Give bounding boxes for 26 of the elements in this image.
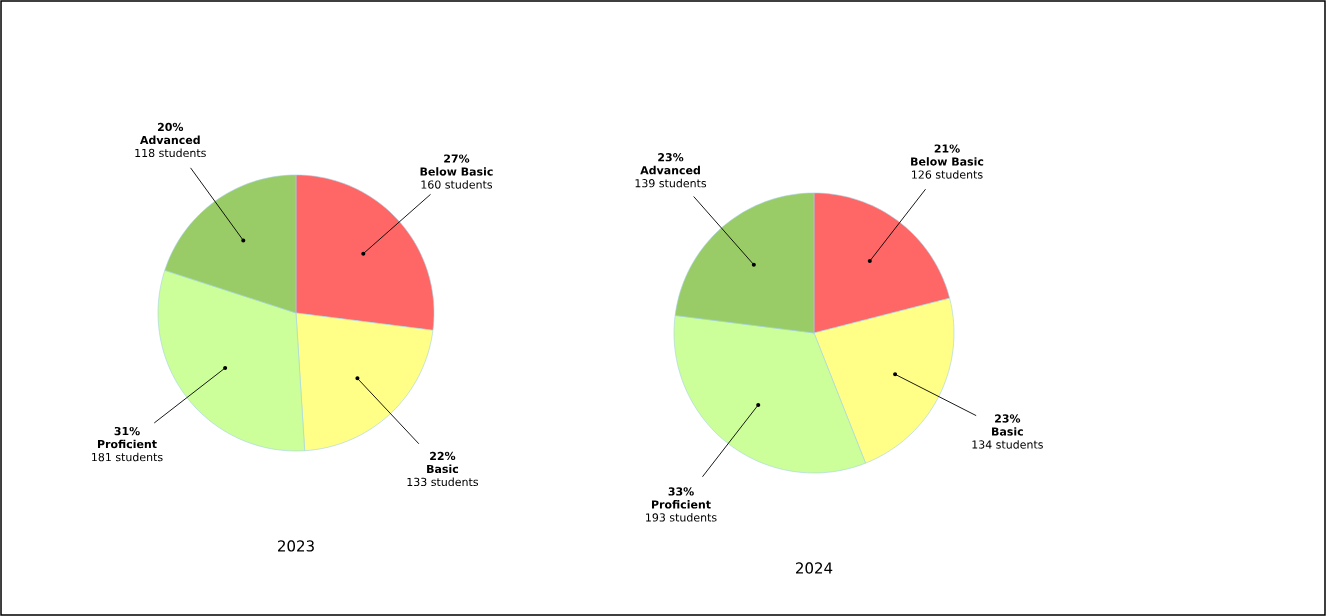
text: 126 students [912,170,983,179]
slice-label: Advanced [140,135,200,145]
data-label: 23% [658,153,684,162]
text: 133 students [407,477,479,487]
slice-label: Below Basic [911,157,984,166]
data-label: 21% [934,144,960,153]
slice-label: Proficient [651,500,711,509]
data-label: 27% [444,154,470,163]
text: 118 students [135,148,206,158]
slice-label: Proficient [97,439,157,449]
data-label: 23% [995,414,1021,423]
data-label: 33% [668,487,694,496]
text: 134 students [972,440,1043,449]
slice-label: Below Basic [420,167,493,176]
text: 193 students [646,513,717,522]
data-label: 22% [430,451,456,461]
text: 181 students [92,452,163,462]
slice-label: Basic [427,464,459,474]
slice-label: Advanced [640,165,700,175]
data-label: 31% [114,426,140,436]
text: 2023 [278,540,314,552]
text: 139 students [635,178,707,188]
text: 2024 [796,562,833,574]
data-label: 20% [157,122,184,132]
slice-label: Basic [992,427,1023,436]
text: 160 students [421,180,493,189]
